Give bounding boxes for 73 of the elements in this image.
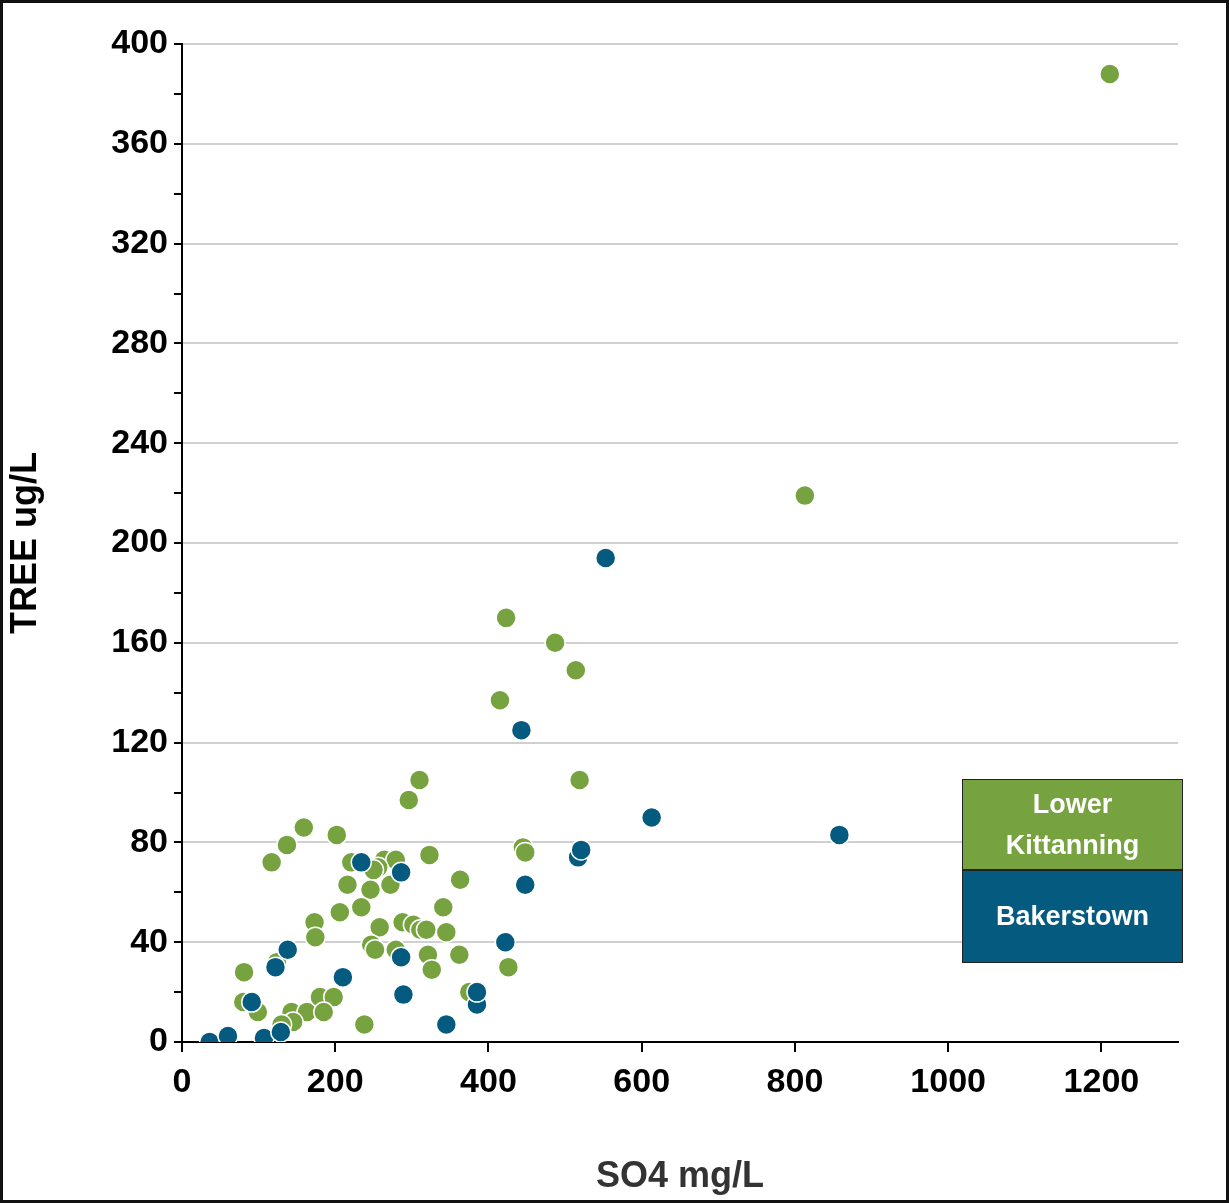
x-tick-label: 200 [306, 1060, 364, 1099]
point [350, 851, 373, 874]
point [435, 1013, 458, 1036]
y-axis-title: TREE ug/L [2, 452, 44, 634]
point [435, 921, 458, 943]
point [514, 841, 536, 864]
point [494, 931, 517, 953]
x-tick-label: 800 [766, 1060, 824, 1099]
y-tick-label: 360 [111, 122, 168, 161]
point [828, 824, 851, 846]
y-tick-label: 320 [111, 221, 168, 260]
y-tick-label: 200 [111, 521, 168, 560]
text: Lower Kittanning [962, 779, 1183, 870]
point [312, 1001, 335, 1023]
point [353, 1013, 376, 1036]
text: Bakerstown [962, 870, 1183, 963]
point [466, 981, 488, 1003]
point [449, 869, 471, 891]
point [350, 896, 373, 919]
point [390, 946, 412, 968]
y-tick-label: 40 [130, 920, 168, 959]
point [276, 938, 299, 961]
x-axis-title: SO4 mg/L [595, 1154, 765, 1196]
x-tick-label: 600 [613, 1060, 671, 1099]
point [565, 659, 587, 681]
point [1099, 63, 1121, 85]
point [510, 719, 533, 741]
point [794, 484, 816, 507]
point [270, 1021, 292, 1042]
y-tick-label: 400 [111, 22, 168, 61]
x-tick-label: 400 [460, 1060, 517, 1099]
point [332, 966, 354, 988]
y-tick-label: 240 [111, 421, 168, 460]
point [260, 851, 283, 874]
point [408, 769, 431, 791]
point [293, 816, 315, 839]
point [514, 874, 536, 896]
point [336, 874, 359, 896]
point [640, 806, 663, 829]
point [544, 632, 566, 654]
point [421, 958, 443, 981]
x-tick-label: 1000 [910, 1060, 986, 1099]
point [432, 896, 455, 919]
point [326, 824, 348, 846]
point [304, 926, 327, 948]
point [570, 839, 592, 861]
y-tick-label: 280 [111, 321, 168, 360]
point [497, 956, 520, 978]
point [594, 547, 617, 569]
point [418, 844, 441, 866]
point [368, 916, 391, 938]
y-tick-label: 0 [149, 1020, 168, 1059]
point [448, 943, 471, 966]
point [568, 769, 591, 791]
point [329, 901, 351, 924]
point [364, 938, 386, 961]
x-tick-label: 1200 [1063, 1060, 1140, 1099]
y-tick-label: 160 [111, 621, 168, 660]
point [398, 789, 420, 811]
point [276, 834, 298, 856]
point [359, 879, 382, 901]
point [264, 956, 287, 978]
x-tick-label: 0 [172, 1060, 192, 1099]
point [233, 961, 255, 983]
y-tick-label: 80 [130, 820, 168, 859]
y-tick-label: 120 [111, 720, 168, 759]
point [240, 991, 263, 1013]
point [322, 986, 345, 1008]
point [415, 918, 438, 941]
point [392, 983, 415, 1006]
point [390, 861, 412, 884]
point [489, 689, 511, 711]
point [495, 607, 517, 629]
